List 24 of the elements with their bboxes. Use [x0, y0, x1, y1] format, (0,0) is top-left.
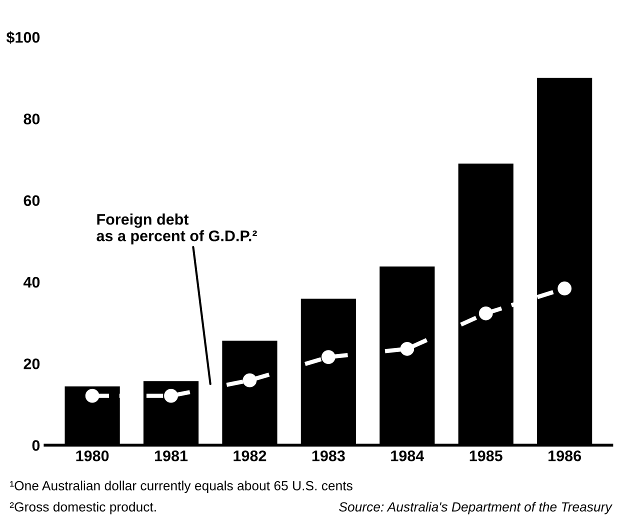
point — [400, 342, 414, 356]
x-tick-label: 1985 — [470, 450, 502, 462]
y-tick-label: 60 — [24, 195, 40, 206]
point — [85, 388, 100, 403]
y-tick-label: 40 — [23, 276, 40, 288]
y-tick-label: 0 — [32, 440, 40, 451]
x-tick-label: 1984 — [391, 450, 424, 462]
x-tick-label: 1981 — [154, 450, 188, 462]
source-note: Source: Australia's Department of the Treasury — [339, 502, 612, 514]
point — [242, 373, 257, 388]
x-tick-label: 1983 — [312, 450, 345, 462]
x-tick-label: 1982 — [234, 450, 266, 462]
y-tick-label: 80 — [24, 114, 40, 124]
point — [164, 388, 178, 403]
point — [558, 282, 572, 296]
y-tick-label: $100 — [6, 31, 40, 44]
x-tick-label: 1980 — [76, 450, 109, 462]
text: Foreign debt as a percent of G.D.P.² — [96, 214, 257, 244]
x-tick-label: 1986 — [548, 450, 582, 462]
text: ¹One Australian dollar currently equals about 65 U.S. cents — [10, 480, 352, 493]
point — [321, 350, 336, 364]
text: ²Gross domestic product. — [10, 502, 156, 514]
y-tick-label: 20 — [24, 358, 40, 370]
point — [478, 306, 493, 320]
